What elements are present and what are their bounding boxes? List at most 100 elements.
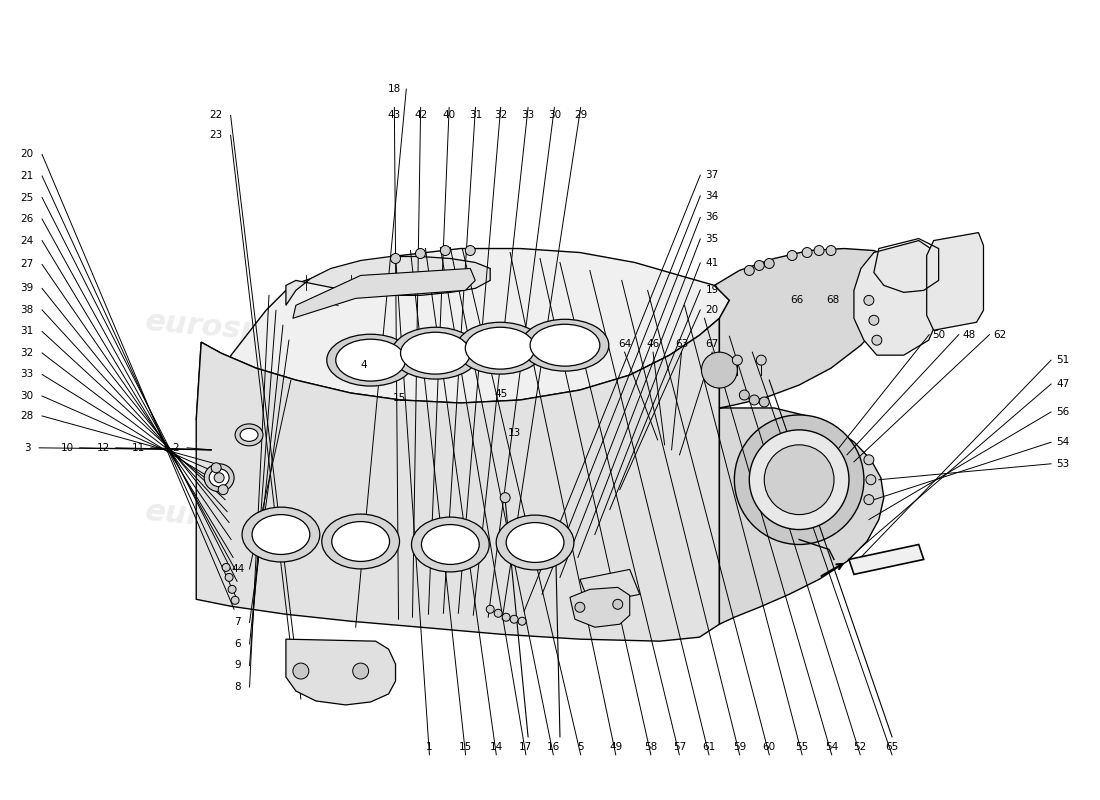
Text: 9: 9 [234, 661, 241, 670]
Circle shape [872, 335, 882, 345]
Ellipse shape [530, 324, 600, 366]
Text: 56: 56 [1056, 407, 1069, 417]
Text: 4: 4 [361, 360, 367, 370]
Ellipse shape [456, 322, 544, 374]
Text: 39: 39 [21, 283, 34, 294]
Circle shape [613, 599, 623, 610]
Text: 64: 64 [618, 339, 631, 349]
Text: 27: 27 [21, 259, 34, 270]
Text: 23: 23 [209, 130, 222, 140]
Circle shape [218, 485, 228, 494]
Text: 42: 42 [414, 110, 427, 120]
Text: 18: 18 [387, 84, 402, 94]
Circle shape [211, 462, 221, 473]
Ellipse shape [400, 332, 471, 374]
Text: 11: 11 [132, 443, 145, 453]
Text: 33: 33 [521, 110, 535, 120]
Text: 68: 68 [826, 295, 839, 306]
Text: 54: 54 [825, 742, 838, 752]
Ellipse shape [506, 522, 564, 562]
Polygon shape [286, 257, 491, 306]
Polygon shape [580, 570, 640, 604]
Ellipse shape [327, 334, 415, 386]
Text: 26: 26 [21, 214, 34, 224]
Text: 28: 28 [21, 411, 34, 421]
Circle shape [575, 602, 585, 612]
Text: 22: 22 [209, 110, 222, 120]
Text: 25: 25 [21, 193, 34, 202]
Text: 57: 57 [673, 742, 686, 752]
Circle shape [353, 663, 369, 679]
Text: 21: 21 [21, 171, 34, 181]
Text: 32: 32 [494, 110, 507, 120]
Ellipse shape [332, 522, 389, 562]
Text: 46: 46 [647, 339, 660, 349]
Text: 47: 47 [1056, 379, 1069, 389]
Circle shape [826, 246, 836, 255]
Circle shape [518, 618, 526, 626]
Ellipse shape [521, 319, 608, 371]
Text: 48: 48 [962, 330, 976, 340]
Circle shape [231, 596, 239, 604]
Text: 24: 24 [21, 235, 34, 246]
Circle shape [390, 254, 400, 263]
Circle shape [228, 586, 236, 594]
Text: 49: 49 [609, 742, 623, 752]
Circle shape [757, 355, 767, 365]
Text: 13: 13 [508, 429, 521, 438]
Polygon shape [570, 587, 629, 627]
Ellipse shape [252, 514, 310, 554]
Circle shape [510, 615, 518, 623]
Circle shape [745, 266, 755, 275]
Ellipse shape [421, 525, 480, 565]
Text: 54: 54 [1056, 438, 1069, 447]
Text: 30: 30 [21, 391, 34, 401]
Polygon shape [926, 233, 983, 330]
Ellipse shape [240, 429, 258, 442]
Text: 41: 41 [705, 258, 719, 268]
Text: 50: 50 [933, 330, 946, 340]
Text: 8: 8 [234, 682, 241, 692]
Text: 14: 14 [490, 742, 503, 752]
Circle shape [702, 352, 737, 388]
Circle shape [869, 315, 879, 326]
Text: 20: 20 [706, 305, 718, 315]
Polygon shape [196, 318, 719, 641]
Text: 66: 66 [790, 295, 803, 306]
Text: 58: 58 [645, 742, 658, 752]
Polygon shape [293, 269, 475, 318]
Text: 10: 10 [62, 443, 74, 453]
Text: 17: 17 [519, 742, 532, 752]
Circle shape [214, 473, 224, 482]
Text: 35: 35 [705, 234, 719, 244]
Circle shape [739, 390, 749, 400]
Circle shape [802, 247, 812, 258]
Text: 53: 53 [1056, 458, 1069, 469]
Text: 5: 5 [578, 742, 584, 752]
Text: 30: 30 [548, 110, 561, 120]
Ellipse shape [205, 464, 234, 492]
Text: 60: 60 [762, 742, 776, 752]
Text: 20: 20 [21, 150, 34, 159]
Text: 6: 6 [234, 639, 241, 649]
Circle shape [864, 494, 873, 505]
Text: eurospares: eurospares [144, 497, 339, 542]
Circle shape [733, 355, 742, 365]
Circle shape [866, 474, 876, 485]
Text: 45: 45 [494, 389, 507, 398]
Circle shape [494, 610, 503, 618]
Text: 12: 12 [97, 443, 110, 453]
Circle shape [503, 614, 510, 622]
Text: 2: 2 [172, 443, 178, 453]
Text: 33: 33 [21, 370, 34, 379]
Text: 37: 37 [705, 170, 719, 180]
Text: 7: 7 [234, 618, 241, 627]
Text: 34: 34 [705, 191, 719, 201]
Text: 36: 36 [705, 213, 719, 222]
Polygon shape [714, 249, 904, 624]
Text: 31: 31 [469, 110, 482, 120]
Circle shape [764, 445, 834, 514]
Circle shape [864, 295, 873, 306]
Text: 29: 29 [574, 110, 587, 120]
Text: 65: 65 [886, 742, 899, 752]
